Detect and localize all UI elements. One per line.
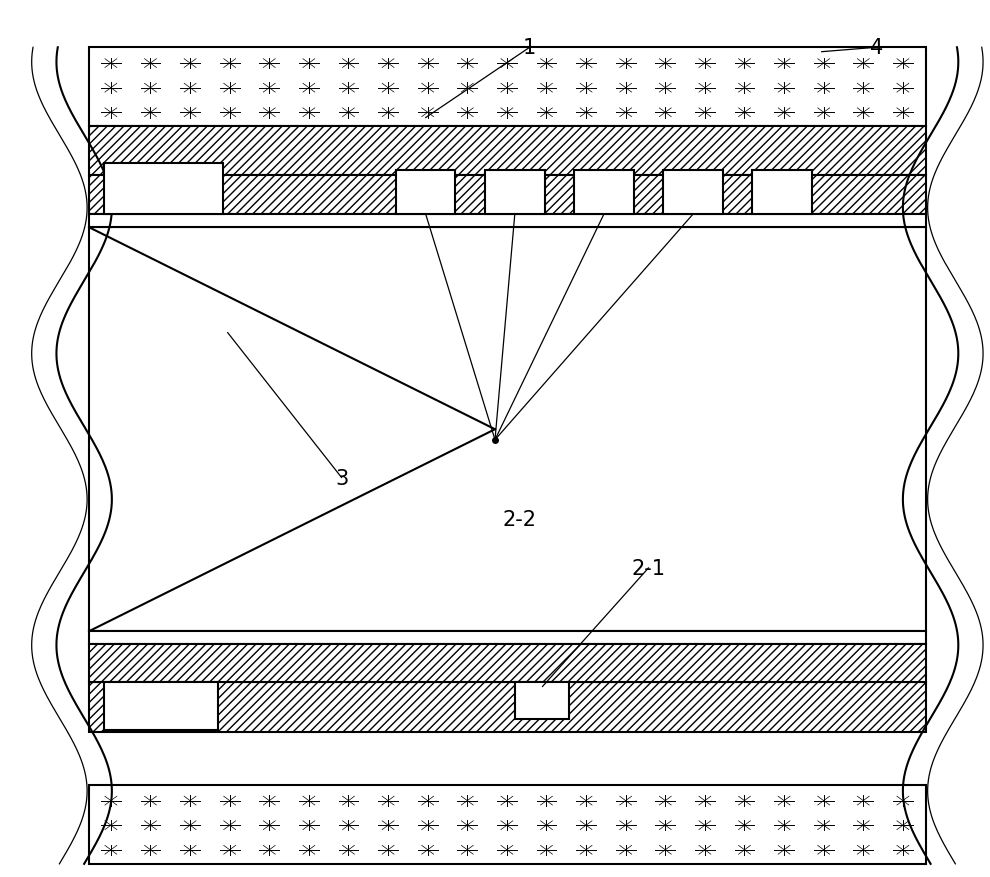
Bar [515, 682, 569, 719]
Bar [89, 175, 926, 215]
Bar [89, 785, 926, 864]
Text: 2-1: 2-1 [632, 559, 665, 578]
Text: 3: 3 [335, 468, 348, 488]
Bar [89, 127, 926, 175]
Bar [104, 682, 218, 731]
Bar [89, 631, 926, 645]
Bar [574, 171, 634, 215]
Text: 1: 1 [523, 39, 537, 58]
Bar [89, 228, 926, 631]
Bar [663, 171, 723, 215]
Bar [89, 682, 926, 732]
Bar [485, 171, 544, 215]
Text: 4: 4 [869, 39, 883, 58]
Bar [396, 171, 455, 215]
Bar [104, 164, 223, 215]
Bar [89, 48, 926, 127]
Bar [89, 215, 926, 228]
Bar [89, 645, 926, 682]
Text: 2-2: 2-2 [503, 510, 537, 529]
Bar [752, 171, 812, 215]
